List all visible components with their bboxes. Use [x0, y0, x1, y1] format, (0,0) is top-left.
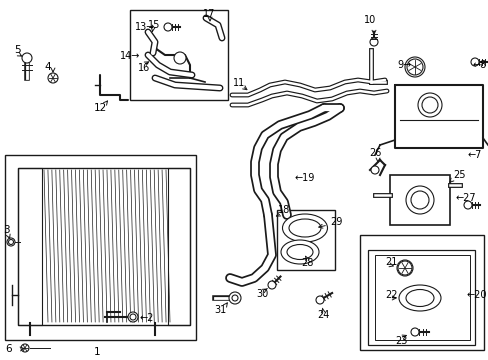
Circle shape	[410, 328, 418, 336]
Text: ←27: ←27	[454, 193, 475, 203]
Bar	[5, 155, 196, 340]
Ellipse shape	[282, 214, 327, 242]
Text: 25: 25	[452, 170, 465, 180]
Bar	[276, 210, 334, 270]
Text: 15: 15	[148, 20, 160, 30]
Bar	[359, 235, 483, 350]
Ellipse shape	[286, 244, 312, 260]
Text: 17: 17	[203, 9, 215, 19]
Text: 23: 23	[394, 336, 407, 346]
Circle shape	[417, 93, 441, 117]
Circle shape	[315, 296, 324, 304]
Circle shape	[48, 73, 58, 83]
Circle shape	[163, 23, 172, 31]
Bar	[130, 10, 227, 100]
Circle shape	[404, 57, 424, 77]
Ellipse shape	[281, 240, 318, 264]
Text: 6: 6	[5, 344, 12, 354]
Text: 24: 24	[316, 310, 328, 320]
Text: 3: 3	[3, 225, 10, 235]
Text: 26: 26	[368, 148, 381, 158]
Bar	[389, 175, 449, 225]
Circle shape	[397, 261, 411, 275]
Bar	[168, 168, 190, 325]
Circle shape	[405, 186, 433, 214]
Bar	[374, 255, 469, 340]
Text: 14→: 14→	[120, 51, 140, 61]
Text: 31: 31	[213, 305, 225, 315]
Circle shape	[128, 312, 138, 322]
Circle shape	[7, 238, 15, 246]
Text: 5: 5	[14, 45, 20, 55]
Circle shape	[22, 53, 32, 63]
Circle shape	[470, 58, 478, 66]
Circle shape	[228, 292, 241, 304]
Text: ←19: ←19	[294, 173, 315, 183]
Ellipse shape	[405, 289, 433, 306]
Text: 28: 28	[300, 258, 312, 268]
Text: 21: 21	[384, 257, 397, 267]
Text: 16: 16	[138, 63, 150, 73]
Circle shape	[406, 59, 422, 75]
Circle shape	[421, 97, 437, 113]
Bar	[18, 168, 42, 325]
Text: ←8: ←8	[472, 60, 486, 70]
Text: 12: 12	[93, 103, 106, 113]
Text: 1: 1	[94, 347, 100, 357]
Bar	[18, 168, 190, 325]
Text: 22: 22	[384, 290, 397, 300]
Text: 9→: 9→	[396, 60, 410, 70]
Ellipse shape	[288, 219, 320, 237]
Circle shape	[130, 314, 136, 320]
Circle shape	[463, 201, 471, 209]
Text: 13→: 13→	[135, 22, 155, 32]
Circle shape	[370, 166, 378, 174]
Circle shape	[396, 260, 412, 276]
Circle shape	[8, 239, 14, 244]
Text: 4: 4	[44, 62, 51, 72]
Circle shape	[174, 52, 185, 64]
Text: ←20: ←20	[466, 290, 486, 300]
Ellipse shape	[398, 285, 440, 311]
Text: ←2: ←2	[140, 313, 154, 323]
Text: 11: 11	[232, 78, 245, 88]
Circle shape	[410, 191, 428, 209]
Circle shape	[21, 344, 29, 352]
Circle shape	[231, 295, 238, 301]
Circle shape	[267, 281, 275, 289]
Text: 30: 30	[255, 289, 267, 299]
Text: ←7: ←7	[467, 150, 481, 160]
Text: 29: 29	[329, 217, 342, 227]
Circle shape	[369, 38, 377, 46]
Text: 10: 10	[363, 15, 375, 25]
Bar	[367, 250, 474, 345]
Text: 18: 18	[278, 205, 290, 215]
